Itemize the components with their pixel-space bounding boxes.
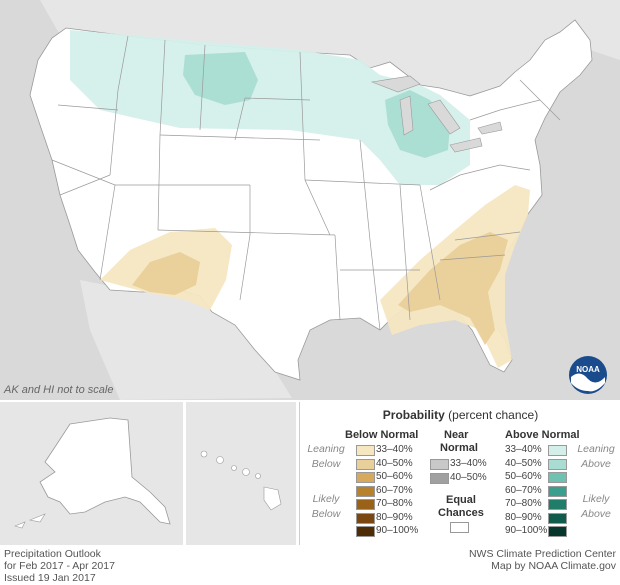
- likely-above-label: Likely Above: [581, 493, 611, 520]
- above-normal-label: 70–80%: [505, 498, 542, 509]
- above-normal-header: Above Normal: [505, 429, 580, 441]
- contiguous-us-map: AK and HI not to scale NOAA: [0, 0, 620, 400]
- below-normal-header: Below Normal: [345, 429, 419, 441]
- outlook-caption: Precipitation Outlook for Feb 2017 - Apr…: [4, 548, 115, 584]
- scale-note: AK and HI not to scale: [4, 384, 114, 396]
- above-normal-40-50-region-north: [183, 52, 258, 105]
- canada-landmass: [40, 0, 620, 95]
- below-normal-label: 70–80%: [376, 498, 413, 509]
- below-normal-label: 90–100%: [376, 525, 419, 536]
- below-normal-label: 33–40%: [376, 444, 413, 455]
- above-normal-swatch: [548, 512, 567, 524]
- alaska-landmass: [39, 417, 171, 525]
- near-normal-header-line1: Near: [444, 429, 469, 441]
- credit-caption: NWS Climate Prediction Center Map by NOA…: [469, 548, 616, 572]
- hawaii-islands: [200, 450, 282, 511]
- below-normal-swatch: [356, 512, 375, 524]
- near-normal-label: 33–40%: [450, 458, 487, 469]
- credit-map: Map by NOAA Climate.gov: [491, 560, 616, 572]
- above-normal-label: 50–60%: [505, 471, 542, 482]
- above-normal-33-40-region: [70, 30, 470, 185]
- outlook-period: for Feb 2017 - Apr 2017: [4, 560, 115, 572]
- above-normal-swatch: [548, 499, 567, 510]
- near-normal-label: 40–50%: [450, 471, 487, 483]
- credit-source: NWS Climate Prediction Center: [468, 548, 616, 560]
- map-canvas: [29, 0, 620, 400]
- hawaii-inset: [186, 402, 296, 545]
- great-lakes: [370, 75, 503, 153]
- above-normal-label: 80–90%: [505, 511, 542, 523]
- below-normal-40-50-region-southeast: [398, 232, 508, 345]
- above-normal-label: 40–50%: [505, 457, 542, 469]
- below-normal-label: 60–70%: [376, 484, 413, 496]
- hawaii-inset-map: [200, 450, 282, 511]
- below-normal-swatch: [356, 499, 375, 510]
- equal-chances-line2: Chances: [438, 507, 484, 519]
- below-normal-label: 40–50%: [376, 457, 413, 469]
- noaa-logo: NOAA: [569, 356, 607, 394]
- above-normal-label: 90–100%: [505, 525, 548, 536]
- below-normal-label: 80–90%: [376, 511, 413, 523]
- below-normal-label: 50–60%: [376, 471, 413, 482]
- above-normal-swatch: [548, 472, 567, 483]
- below-normal-swatch: [356, 472, 375, 483]
- above-normal-swatch: [548, 526, 567, 537]
- near-normal-swatch: [430, 472, 449, 484]
- alaska-inset: [0, 402, 183, 545]
- outlook-issued-date: Issued 19 Jan 2017: [4, 572, 96, 584]
- below-normal-swatch: [356, 458, 375, 470]
- outlook-title: Precipitation Outlook: [4, 548, 101, 560]
- state-borders: [51, 35, 561, 331]
- legend-title: Probability (percent chance): [382, 408, 539, 422]
- leaning-above-label: Leaning Above: [577, 443, 615, 470]
- above-normal-swatch: [548, 458, 567, 470]
- below-normal-swatch: [356, 445, 375, 456]
- above-normal-label: 60–70%: [505, 484, 542, 496]
- above-normal-swatch: [548, 485, 567, 497]
- equal-chances-line1: Equal: [446, 494, 476, 506]
- leaning-below-label: Leaning Below: [307, 443, 345, 470]
- mexico-landmass: [80, 280, 292, 400]
- likely-below-label: Likely Below: [311, 493, 341, 520]
- equal-chances-swatch: [450, 522, 469, 533]
- above-normal-label: 33–40%: [505, 444, 542, 455]
- below-normal-swatch: [356, 526, 375, 537]
- above-normal-swatch: [548, 445, 567, 456]
- probability-legend: Probability (percent chance) Below Norma…: [299, 402, 620, 545]
- noaa-logo-text: NOAA: [576, 365, 600, 374]
- alaska-inset-map: [14, 417, 171, 529]
- below-normal-swatch: [356, 485, 375, 497]
- below-normal-40-50-region-southwest: [132, 252, 200, 295]
- near-normal-swatch: [430, 459, 449, 470]
- near-normal-header-line2: Normal: [440, 442, 478, 454]
